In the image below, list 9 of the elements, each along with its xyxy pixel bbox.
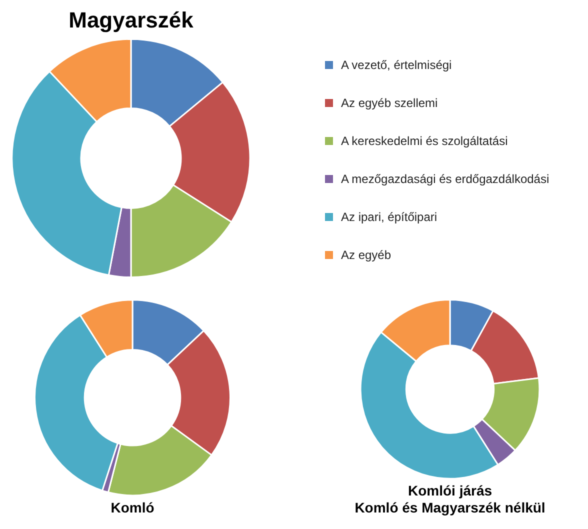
legend-label: Az egyéb szellemi <box>341 96 438 110</box>
legend-label: A kereskedelmi és szolgáltatási <box>341 134 508 148</box>
text: Komló <box>110 499 154 516</box>
legend-label: Az egyéb <box>341 248 392 262</box>
legend-label: A vezető, értelmiségi <box>341 58 452 72</box>
chart-title: Magyarszék <box>68 7 194 32</box>
text: Komlói járás Komló és Magyarszék nélkül <box>354 482 546 516</box>
legend-label: Az ipari, építőipari <box>341 210 438 224</box>
legend-label: A mezőgazdasági és erdőgazdálkodási <box>341 172 550 186</box>
